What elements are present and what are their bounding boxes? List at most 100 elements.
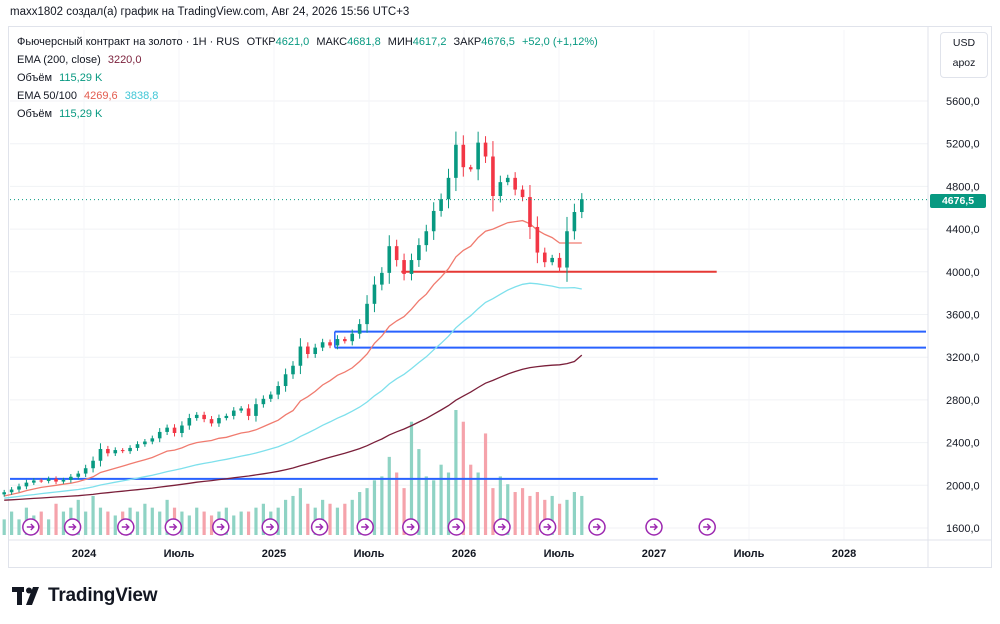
- volume-bar: [150, 507, 154, 535]
- volume-bar: [580, 495, 584, 535]
- candle-body: [283, 374, 288, 387]
- candle-body: [268, 394, 273, 399]
- y-tick-label: 5600,0: [946, 96, 980, 108]
- candle-body: [409, 260, 414, 274]
- volume-bar: [572, 492, 576, 535]
- candle-body: [135, 444, 140, 448]
- candle-body: [231, 410, 236, 416]
- volume-bar: [358, 492, 362, 535]
- volume-bar: [39, 511, 43, 535]
- candle-body: [380, 272, 384, 285]
- candle-body: [542, 252, 547, 263]
- legend-ema200-label: EMA (200, close): [17, 54, 101, 66]
- candle-body: [402, 260, 406, 274]
- candle-body: [143, 441, 147, 445]
- currency-selector[interactable]: USD apoz: [940, 32, 988, 78]
- x-tick-label: 2027: [642, 548, 666, 560]
- volume-bar: [335, 507, 340, 535]
- candle-body: [313, 347, 318, 354]
- candle-body: [180, 425, 184, 433]
- candle-body: [431, 210, 436, 232]
- candle-body: [365, 303, 369, 325]
- candle-body: [91, 460, 95, 469]
- legend-low: 4617,2: [412, 36, 447, 48]
- candle-body: [461, 144, 466, 168]
- volume-bar: [424, 476, 428, 535]
- legend-change: +52,0 (+1,12%): [521, 36, 598, 48]
- legend-volume-value: 115,29 K: [59, 72, 103, 84]
- event-marker-arrow-icon: [543, 523, 552, 531]
- chart-frame: [8, 26, 992, 568]
- legend-volume-label: Объём: [17, 72, 53, 84]
- event-marker-arrow-icon: [266, 523, 275, 531]
- candle-body: [483, 142, 488, 157]
- candle-body: [246, 408, 251, 416]
- candle-body: [17, 486, 21, 490]
- event-marker-arrow-icon: [169, 523, 178, 531]
- x-tick-label: Июль: [354, 548, 385, 560]
- candle-body: [9, 489, 14, 493]
- event-marker-arrow-icon: [361, 523, 370, 531]
- x-tick-label: 2025: [262, 548, 286, 560]
- legend-volume2-value: 115,29 K: [59, 108, 103, 120]
- candle-body: [150, 438, 155, 442]
- volume-bar: [239, 511, 243, 535]
- volume-bar: [158, 511, 162, 535]
- candle-body: [357, 324, 362, 334]
- volume-bar: [143, 503, 147, 535]
- x-tick-label: Июль: [164, 548, 195, 560]
- legend-volume2-row[interactable]: Объём 115,29 K: [17, 105, 598, 123]
- candle-body: [61, 479, 66, 482]
- volume-bar: [454, 410, 458, 535]
- candle-body: [276, 386, 280, 395]
- candle-body: [550, 257, 554, 263]
- candle-body: [498, 182, 503, 197]
- volume-bar: [476, 472, 480, 535]
- candle-body: [24, 482, 29, 487]
- legend-volume-row[interactable]: Объём 115,29 K: [17, 69, 598, 87]
- candle-body: [306, 346, 310, 354]
- volume-bar: [17, 519, 21, 535]
- last-price-tag: 4676,5: [930, 194, 986, 208]
- legend-close-label: ЗАКР: [453, 36, 482, 48]
- x-tick-label: Июль: [734, 548, 765, 560]
- candle-body: [476, 142, 480, 170]
- ema50-line: [4, 219, 582, 497]
- volume-bar: [113, 515, 117, 535]
- y-tick-label: 4400,0: [946, 224, 980, 236]
- currency-unit: apoz: [952, 57, 976, 69]
- volume-bar: [195, 507, 199, 535]
- legend-ema200-row[interactable]: EMA (200, close) 3220,0: [17, 51, 598, 69]
- x-tick-label: 2024: [72, 548, 97, 560]
- candle-body: [513, 177, 517, 190]
- candle-body: [239, 408, 243, 411]
- candle-body: [580, 199, 584, 213]
- volume-bar: [557, 503, 562, 535]
- event-marker-arrow-icon: [498, 523, 506, 531]
- volume-bar: [550, 495, 554, 535]
- volume-bar: [520, 488, 525, 535]
- volume-bar: [54, 503, 58, 535]
- candle-body: [217, 418, 221, 424]
- legend-ema200-value: 3220,0: [107, 54, 142, 66]
- chart-header: maxx1802 создал(а) график на TradingView…: [10, 6, 410, 18]
- x-tick-label: 2028: [832, 548, 856, 560]
- volume-bar: [283, 499, 288, 535]
- volume-bar: [232, 515, 236, 535]
- candle-body: [439, 199, 443, 211]
- y-tick-label: 2800,0: [946, 395, 980, 407]
- candle-body: [468, 167, 473, 170]
- candle-body: [202, 414, 206, 420]
- legend-ema50100-row[interactable]: EMA 50/100 4269,6 3838,8: [17, 87, 598, 105]
- volume-bar: [565, 499, 569, 535]
- volume-bar: [84, 511, 88, 535]
- tradingview-logo[interactable]: TradingView: [12, 584, 158, 608]
- event-marker-arrow-icon: [452, 523, 461, 531]
- candle-body: [572, 212, 577, 232]
- volume-bar: [491, 488, 495, 535]
- volume-bar: [209, 515, 214, 535]
- volume-bar: [372, 480, 377, 535]
- volume-bar: [498, 476, 502, 535]
- volume-bar: [76, 499, 80, 535]
